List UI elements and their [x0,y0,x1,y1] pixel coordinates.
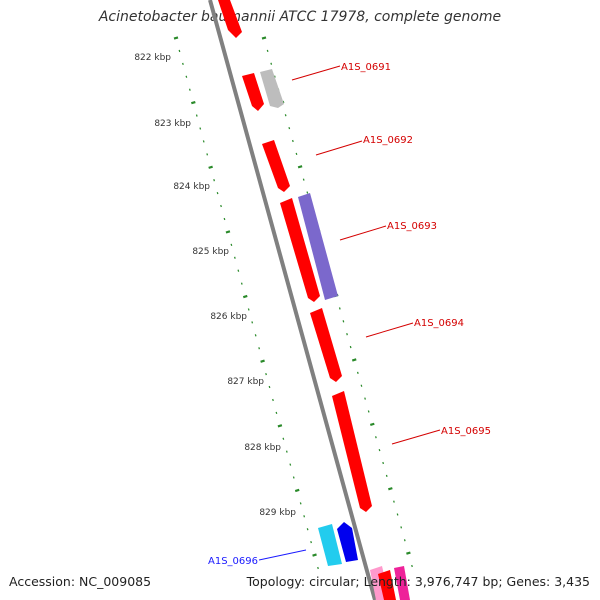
gene-a1s-0691[interactable] [242,73,264,111]
scale-tick-major [278,425,282,426]
tick-label: 823 kbp [154,119,191,129]
scale-tick-major [388,488,392,489]
scale-tick-major [406,553,410,554]
leader-line [259,550,306,560]
scale-tick-major [226,231,230,232]
scale-tick-labels: 822 kbp 823 kbp 824 kbp 825 kbp 826 kbp … [134,53,296,518]
gene-labels: A1S_0691 A1S_0692 A1S_0693 A1S_0694 A1S_… [208,62,491,567]
leader-line [292,66,340,80]
tick-label: 822 kbp [134,53,171,63]
scale-tick-major [174,37,178,38]
scale-dotted-line-right [262,37,413,566]
tick-label: 824 kbp [173,182,210,192]
scale-tick-major [298,166,302,167]
scale-tick-major [370,424,374,425]
leader-line [366,323,413,337]
scale-tick-major [209,167,213,168]
scale-tick-major [262,37,266,38]
scale-tick-major [352,359,356,360]
gene-label-a1s-0693[interactable]: A1S_0693 [387,221,437,232]
leader-line [316,141,362,155]
gene-a1s-0694[interactable] [310,308,342,382]
gene-label-a1s-0694[interactable]: A1S_0694 [414,318,464,329]
scale-tick-major [261,361,265,362]
gene-a1s-0695[interactable] [332,391,372,512]
gene-a1s-0692[interactable] [262,140,290,192]
tick-label: 828 kbp [244,443,281,453]
gene-label-a1s-0691[interactable]: A1S_0691 [341,62,391,73]
genome-summary-text: Topology: circular; Length: 3,976,747 bp… [247,574,590,589]
scale-tick-major [191,102,195,103]
leader-line [340,226,386,240]
leader-line [392,430,440,444]
scale-tick-major [243,296,247,297]
gene-label-a1s-0692[interactable]: A1S_0692 [363,135,413,146]
accession-text: Accession: NC_009085 [9,574,151,589]
gene-partial-top[interactable] [218,0,242,38]
gene-label-a1s-0695[interactable]: A1S_0695 [441,426,491,437]
tick-label: 827 kbp [227,377,264,387]
gene-label-a1s-0696[interactable]: A1S_0696 [208,556,258,567]
scale-dotted-line-left [174,37,319,568]
tick-label: 825 kbp [192,247,229,257]
gene-a1s-0691-gray[interactable] [260,69,284,108]
scale-tick-major [295,490,299,491]
scale-tick-major [313,554,317,555]
tick-label: 826 kbp [210,312,247,322]
tick-label: 829 kbp [259,508,296,518]
gene-track [218,0,410,600]
